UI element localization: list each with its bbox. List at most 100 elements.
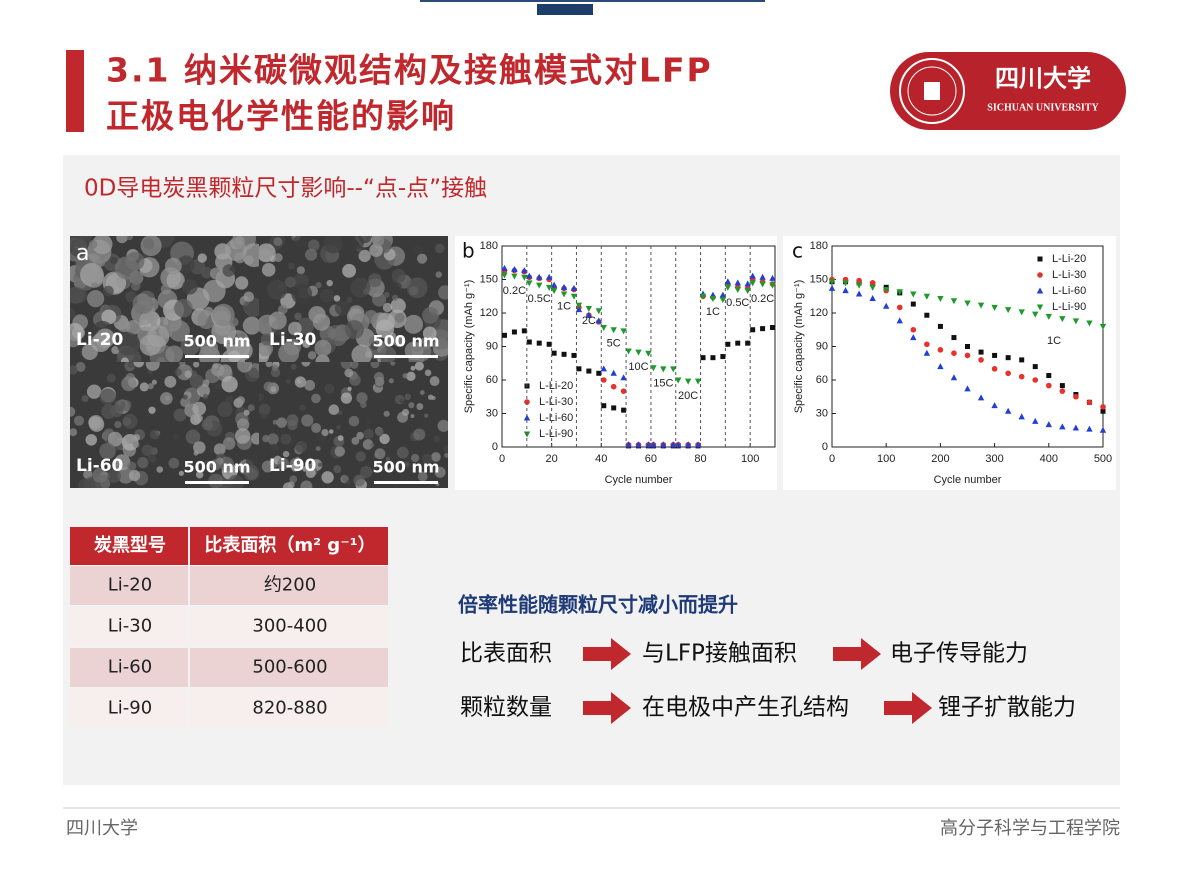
table-cell bbox=[70, 648, 188, 687]
point bbox=[501, 332, 507, 338]
point bbox=[611, 405, 617, 411]
particle bbox=[422, 453, 433, 464]
point bbox=[600, 365, 607, 372]
particle bbox=[78, 478, 92, 488]
point bbox=[724, 278, 732, 285]
particle bbox=[261, 460, 274, 473]
point bbox=[575, 306, 583, 313]
particle bbox=[247, 404, 255, 412]
point bbox=[526, 280, 533, 287]
point bbox=[828, 284, 836, 291]
particle bbox=[351, 344, 373, 362]
particle bbox=[99, 388, 116, 405]
y-tick-label: 150 bbox=[480, 273, 498, 285]
scale-bar bbox=[374, 355, 438, 358]
particle bbox=[151, 379, 157, 385]
point bbox=[842, 287, 849, 294]
y-axis-label: Specific capacity (mAh g⁻¹) bbox=[463, 280, 475, 414]
point bbox=[575, 302, 583, 309]
point bbox=[1019, 357, 1025, 363]
particle bbox=[348, 415, 360, 427]
table-header-cell bbox=[70, 527, 188, 565]
top-tab bbox=[537, 4, 593, 15]
particle bbox=[237, 362, 253, 373]
point bbox=[842, 280, 849, 287]
conclusion-title: 倍率性能随颗粒尺寸减小而提升 bbox=[458, 593, 738, 617]
conclusion-text: 锂子扩散能力 bbox=[938, 695, 1076, 721]
particle bbox=[125, 236, 134, 241]
particle bbox=[222, 264, 236, 277]
particle bbox=[291, 283, 313, 305]
particle bbox=[234, 428, 251, 444]
particle bbox=[197, 253, 207, 263]
particle bbox=[437, 419, 448, 432]
point bbox=[744, 288, 751, 295]
particle bbox=[168, 457, 180, 469]
scale-bar bbox=[185, 355, 249, 358]
point bbox=[992, 352, 998, 358]
particle bbox=[299, 404, 306, 411]
particle bbox=[272, 419, 278, 425]
particle bbox=[326, 279, 333, 287]
y-tick-label: 90 bbox=[816, 340, 828, 352]
particle bbox=[197, 310, 216, 330]
x-tick-label: 20 bbox=[546, 453, 558, 465]
particle bbox=[110, 256, 118, 265]
particle bbox=[201, 418, 214, 431]
particle bbox=[435, 243, 445, 254]
point bbox=[855, 282, 863, 289]
point bbox=[744, 280, 751, 287]
particle bbox=[127, 362, 135, 368]
legend-label: L-Li-20 bbox=[539, 380, 573, 392]
particle bbox=[305, 248, 318, 261]
point bbox=[511, 329, 517, 335]
table-cell bbox=[190, 689, 388, 728]
legend-marker bbox=[1036, 287, 1044, 294]
point bbox=[910, 291, 917, 298]
point bbox=[610, 327, 617, 334]
particle bbox=[363, 428, 374, 439]
particle bbox=[184, 370, 192, 378]
particle bbox=[260, 413, 267, 420]
point bbox=[595, 308, 602, 315]
particle bbox=[315, 354, 330, 362]
point bbox=[550, 281, 558, 288]
particle bbox=[214, 383, 222, 391]
series-points bbox=[828, 276, 1107, 433]
particle bbox=[88, 416, 102, 429]
particle bbox=[182, 394, 188, 400]
particle bbox=[295, 456, 300, 461]
x-tick-label: 300 bbox=[985, 453, 1003, 465]
point bbox=[1099, 323, 1107, 330]
particle bbox=[234, 252, 246, 264]
point bbox=[896, 289, 903, 296]
point bbox=[551, 350, 557, 356]
particle bbox=[360, 466, 373, 479]
particle bbox=[308, 239, 320, 251]
particle bbox=[180, 336, 200, 356]
particle bbox=[273, 253, 283, 262]
particle bbox=[116, 236, 128, 244]
table-header: 比表面积（m² g⁻¹） bbox=[204, 534, 375, 556]
point bbox=[545, 273, 553, 280]
point bbox=[511, 273, 518, 280]
arrow bbox=[833, 638, 881, 670]
particle bbox=[114, 454, 131, 471]
point bbox=[694, 378, 702, 385]
point bbox=[1032, 364, 1038, 370]
particle bbox=[296, 266, 305, 275]
particle bbox=[419, 390, 425, 395]
particle bbox=[391, 268, 406, 283]
y-tick-label: 120 bbox=[810, 307, 828, 319]
particle bbox=[424, 369, 432, 377]
particle bbox=[369, 243, 383, 258]
logo-en: SICHUAN UNIVERSITY bbox=[987, 102, 1099, 113]
particle bbox=[260, 333, 274, 346]
particle bbox=[270, 443, 278, 452]
particle bbox=[340, 392, 353, 404]
particle bbox=[165, 345, 183, 362]
particle bbox=[70, 308, 76, 320]
particle bbox=[168, 320, 190, 342]
particle bbox=[236, 418, 250, 431]
